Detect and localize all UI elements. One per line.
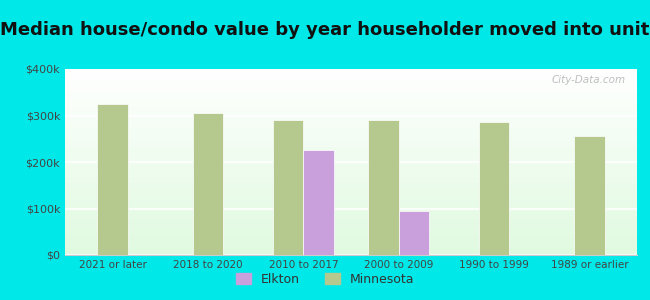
- Bar: [304, 150, 334, 255]
- Bar: [273, 120, 304, 255]
- Bar: [479, 122, 509, 255]
- Text: Median house/condo value by year householder moved into unit: Median house/condo value by year househo…: [0, 21, 650, 39]
- Text: City-Data.com: City-Data.com: [551, 75, 625, 85]
- Legend: Elkton, Minnesota: Elkton, Minnesota: [231, 268, 419, 291]
- Bar: [574, 136, 605, 255]
- Bar: [398, 211, 429, 255]
- Bar: [368, 120, 398, 255]
- Bar: [193, 113, 223, 255]
- Bar: [98, 104, 128, 255]
